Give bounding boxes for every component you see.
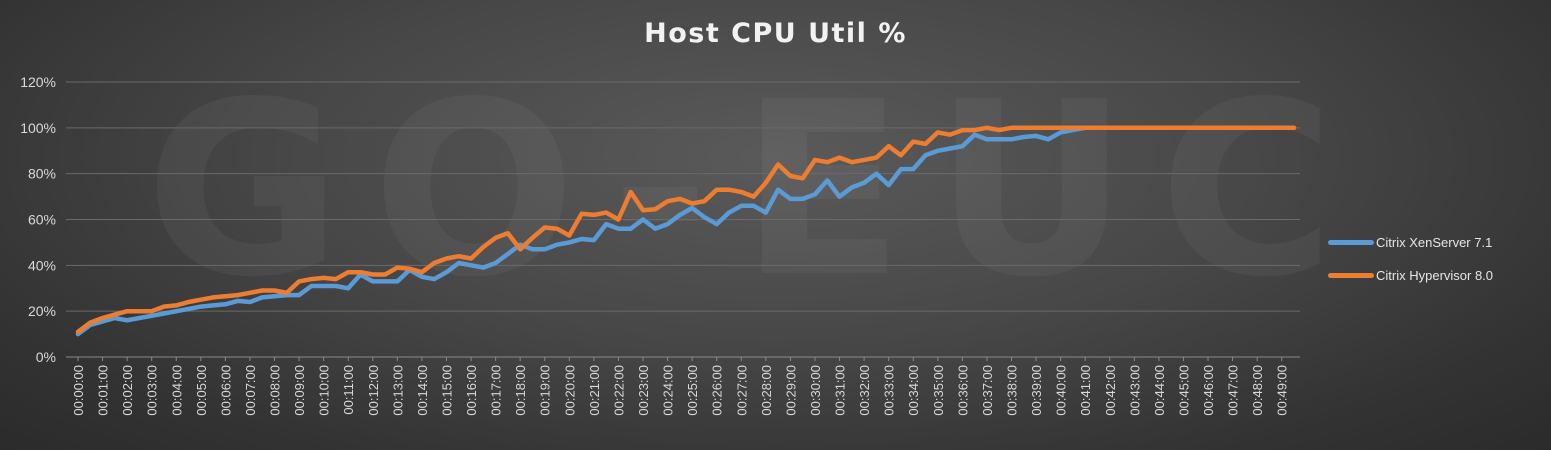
- x-tick-label: 00:05:00: [194, 365, 209, 416]
- x-tick-label: 00:49:00: [1275, 365, 1290, 416]
- x-tick-label: 00:02:00: [120, 365, 135, 416]
- x-tick-label: 00:43:00: [1127, 365, 1142, 416]
- chart-title: Host CPU Util %: [644, 18, 907, 49]
- legend-swatch-xenserver: [1328, 240, 1374, 245]
- x-tick-label: 00:17:00: [489, 365, 504, 416]
- x-tick-label: 00:31:00: [833, 365, 848, 416]
- x-tick-label: 00:18:00: [513, 365, 528, 416]
- series-line-hypervisor: [75, 125, 1297, 335]
- y-tick-label: 40%: [28, 257, 56, 273]
- y-tick-label: 80%: [28, 166, 56, 182]
- x-tick-label: 00:23:00: [636, 365, 651, 416]
- legend-swatch-hypervisor: [1328, 273, 1374, 278]
- legend: Citrix XenServer 7.1 Citrix Hypervisor 8…: [1328, 226, 1493, 292]
- y-tick-label: 100%: [20, 120, 56, 136]
- x-tick-label: 00:14:00: [415, 365, 430, 416]
- y-tick-label: 20%: [28, 303, 56, 319]
- x-tick-label: 00:39:00: [1029, 365, 1044, 416]
- x-tick-label: 00:26:00: [710, 365, 725, 416]
- x-tick-label: 00:19:00: [538, 365, 553, 416]
- x-tick-label: 00:09:00: [292, 365, 307, 416]
- x-tick-label: 00:25:00: [685, 365, 700, 416]
- x-tick-label: 00:01:00: [96, 365, 111, 416]
- x-tick-label: 00:24:00: [661, 365, 676, 416]
- y-tick-label: 60%: [28, 212, 56, 228]
- x-tick-label: 00:13:00: [390, 365, 405, 416]
- y-tick-label: 0%: [36, 349, 56, 365]
- x-tick-label: 00:12:00: [366, 365, 381, 416]
- x-tick-label: 00:33:00: [882, 365, 897, 416]
- legend-label-hypervisor: Citrix Hypervisor 8.0: [1376, 268, 1494, 283]
- series-line-xenserver: [75, 125, 1297, 337]
- x-tick-label: 00:40:00: [1054, 365, 1069, 416]
- x-tick-label: 00:11:00: [341, 365, 356, 415]
- x-tick-label: 00:28:00: [759, 365, 774, 416]
- x-tick-label: 00:27:00: [734, 365, 749, 416]
- x-tick-label: 00:44:00: [1152, 365, 1167, 416]
- x-tick-label: 00:22:00: [611, 365, 626, 416]
- x-tick-label: 00:42:00: [1103, 365, 1118, 416]
- x-tick-label: 00:46:00: [1201, 365, 1216, 416]
- x-tick-label: 00:34:00: [906, 365, 921, 416]
- x-tick-label: 00:08:00: [268, 365, 283, 416]
- legend-item-hypervisor: Citrix Hypervisor 8.0: [1328, 259, 1493, 292]
- x-tick-label: 00:32:00: [857, 365, 872, 416]
- x-tick-label: 00:37:00: [980, 365, 995, 416]
- x-tick-label: 00:15:00: [439, 365, 454, 416]
- x-tick-label: 00:06:00: [218, 365, 233, 416]
- x-tick-label: 00:00:00: [71, 365, 86, 416]
- x-tick-label: 00:38:00: [1004, 365, 1019, 416]
- x-tick-label: 00:41:00: [1078, 365, 1093, 416]
- x-tick-label: 00:47:00: [1226, 365, 1241, 416]
- x-tick-label: 00:20:00: [562, 365, 577, 416]
- x-tick-label: 00:21:00: [587, 365, 602, 416]
- x-tick-label: 00:03:00: [145, 365, 160, 416]
- x-tick-label: 00:30:00: [808, 365, 823, 416]
- x-tick-label: 00:07:00: [243, 365, 258, 416]
- x-tick-label: 00:45:00: [1176, 365, 1191, 416]
- x-tick-label: 00:35:00: [931, 365, 946, 416]
- x-tick-label: 00:29:00: [783, 365, 798, 416]
- legend-label-xenserver: Citrix XenServer 7.1: [1376, 235, 1493, 250]
- x-tick-label: 00:10:00: [317, 365, 332, 416]
- x-tick-label: 00:04:00: [169, 365, 184, 416]
- legend-item-xenserver: Citrix XenServer 7.1: [1328, 226, 1493, 259]
- x-tick-label: 00:16:00: [464, 365, 479, 416]
- x-tick-label: 00:48:00: [1250, 365, 1265, 416]
- y-tick-label: 120%: [20, 74, 56, 90]
- x-tick-label: 00:36:00: [955, 365, 970, 416]
